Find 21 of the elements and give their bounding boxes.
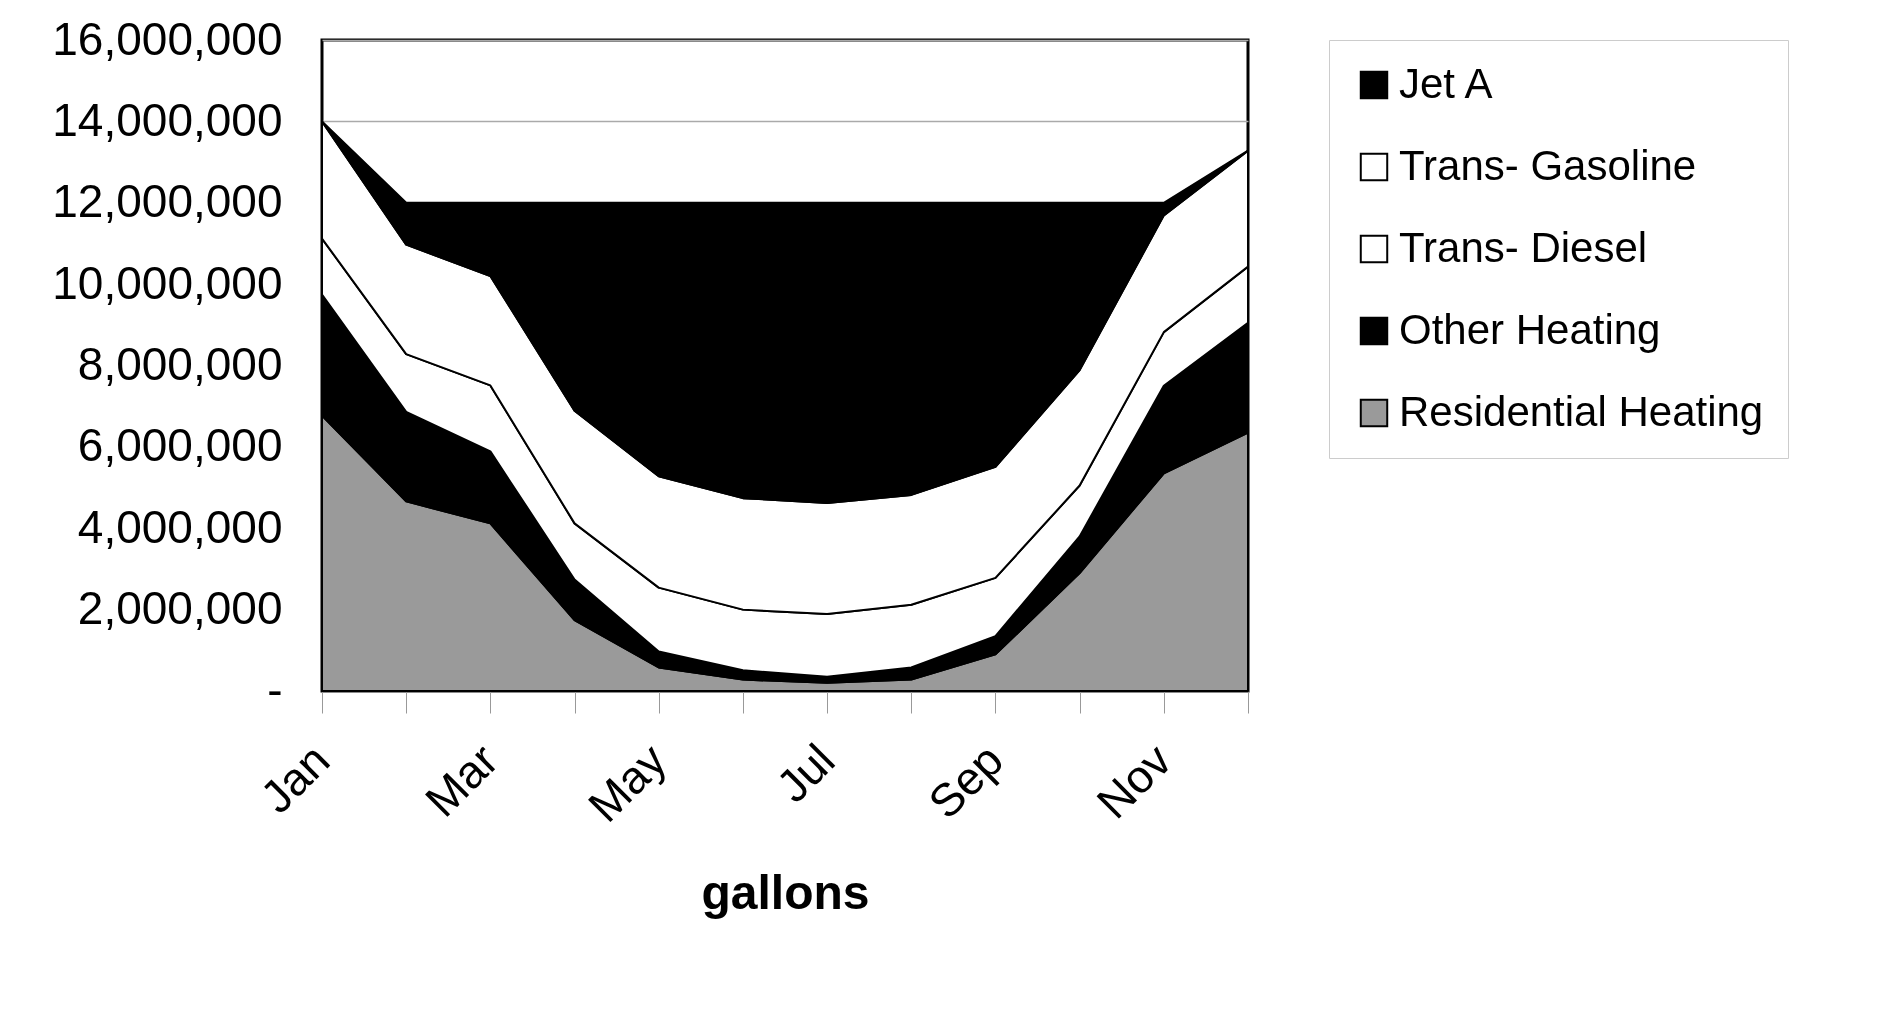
legend-label: Residential Heating <box>1399 388 1764 435</box>
x-tick-label: May <box>577 733 677 832</box>
legend-label: Other Heating <box>1399 306 1661 353</box>
y-tick-label: 12,000,000 <box>52 175 283 228</box>
y-tick-label: 2,000,000 <box>77 582 283 635</box>
x-tick-label: Mar <box>415 733 508 827</box>
y-tick-label: 16,000,000 <box>52 12 283 65</box>
legend-label: Trans- Gasoline <box>1399 142 1697 189</box>
y-tick-label: 8,000,000 <box>77 338 283 390</box>
x-tick-label: Sep <box>918 733 1013 829</box>
x-tick-label: Jan <box>250 733 340 823</box>
legend-label: Trans- Diesel <box>1399 224 1648 271</box>
y-tick-label: - <box>267 663 283 716</box>
y-tick-label: 6,000,000 <box>77 419 283 472</box>
y-tick-label: 4,000,000 <box>77 500 283 553</box>
x-tick-label: Nov <box>1086 733 1182 829</box>
x-tick-label: Jul <box>766 733 845 813</box>
legend-label: Jet A <box>1399 60 1493 107</box>
x-axis-title: gallons <box>701 866 870 920</box>
y-tick-label: 10,000,000 <box>52 256 283 309</box>
y-tick-label: 14,000,000 <box>52 93 283 146</box>
